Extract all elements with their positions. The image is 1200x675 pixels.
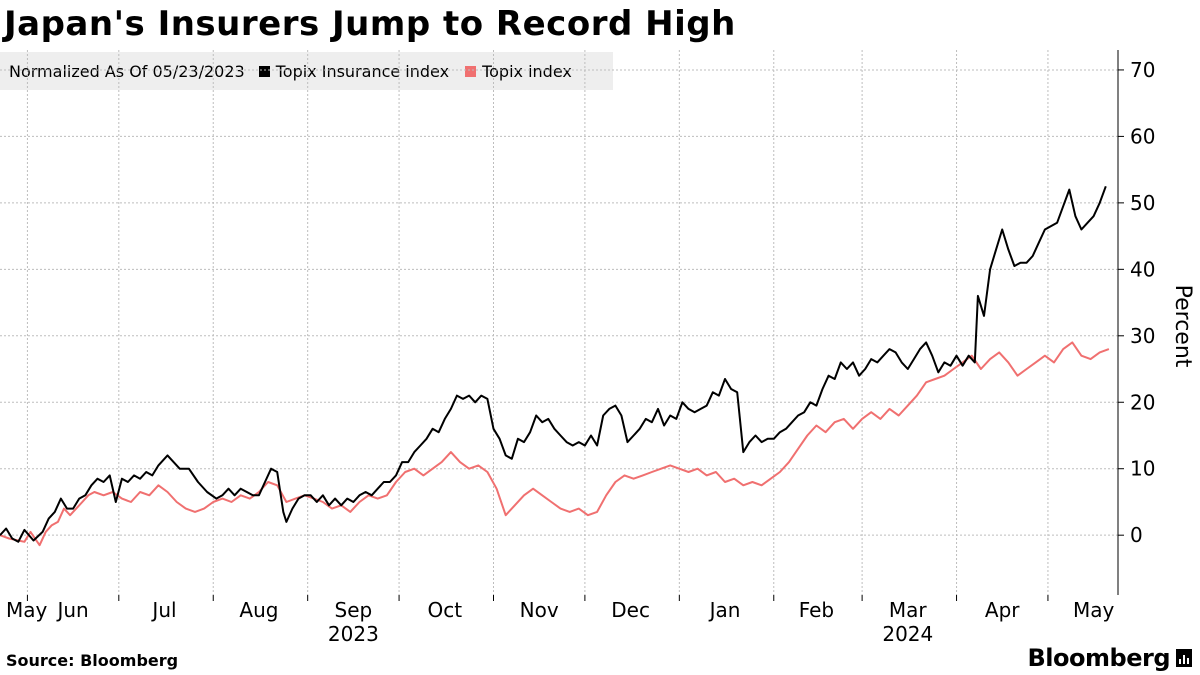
x-year-label: 2023	[328, 622, 379, 646]
x-year-label: 2024	[882, 622, 933, 646]
source-note: Source: Bloomberg	[6, 651, 179, 670]
brand-name: Bloomberg	[1027, 644, 1171, 672]
y-tick-label: 20	[1130, 390, 1155, 414]
x-tick-label: Aug	[239, 598, 278, 622]
y-tick-label: 70	[1130, 58, 1155, 82]
legend-label-topix: Topix index	[482, 61, 572, 81]
x-tick-label: Apr	[985, 598, 1020, 622]
x-tick-label: Nov	[520, 598, 559, 622]
series-line-topix	[0, 341, 1110, 547]
legend: Normalized As Of 05/23/2023 Topix Insura…	[0, 52, 613, 90]
legend-item-topix: Topix index	[465, 62, 572, 81]
legend-item-insurance: Topix Insurance index	[258, 61, 450, 81]
y-tick-label: 30	[1130, 324, 1155, 348]
x-tick-label: Jun	[55, 598, 88, 622]
legend-note: Normalized As Of 05/23/2023	[9, 61, 245, 81]
x-tick-label: Sep	[335, 598, 373, 622]
x-tick-label: Oct	[427, 598, 462, 622]
x-tick-label: May	[1073, 598, 1115, 622]
x-tick-label: Feb	[799, 598, 834, 622]
legend-label-insurance: Topix Insurance index	[275, 61, 450, 81]
x-tick-label: Jan	[708, 598, 741, 622]
y-tick-label: 10	[1130, 457, 1155, 481]
legend-swatch-topix	[465, 65, 477, 77]
x-tick-label: Mar	[889, 598, 928, 622]
y-tick-label: 0	[1130, 523, 1143, 547]
y-axis-label: Percent	[1170, 285, 1195, 368]
legend-swatch-insurance	[258, 65, 270, 77]
brand-logo: Bloomberg	[1028, 644, 1192, 672]
bloomberg-mark-icon	[1176, 649, 1192, 667]
chart-title: Japan's Insurers Jump to Record High	[4, 4, 736, 44]
x-tick-label: May	[6, 598, 48, 622]
x-tick-label: Jul	[150, 598, 176, 622]
x-tick-label: Dec	[611, 598, 650, 622]
y-tick-label: 60	[1130, 124, 1155, 148]
series-line-insurance	[0, 185, 1107, 543]
y-tick-label: 40	[1130, 257, 1155, 281]
y-tick-label: 50	[1130, 191, 1155, 215]
